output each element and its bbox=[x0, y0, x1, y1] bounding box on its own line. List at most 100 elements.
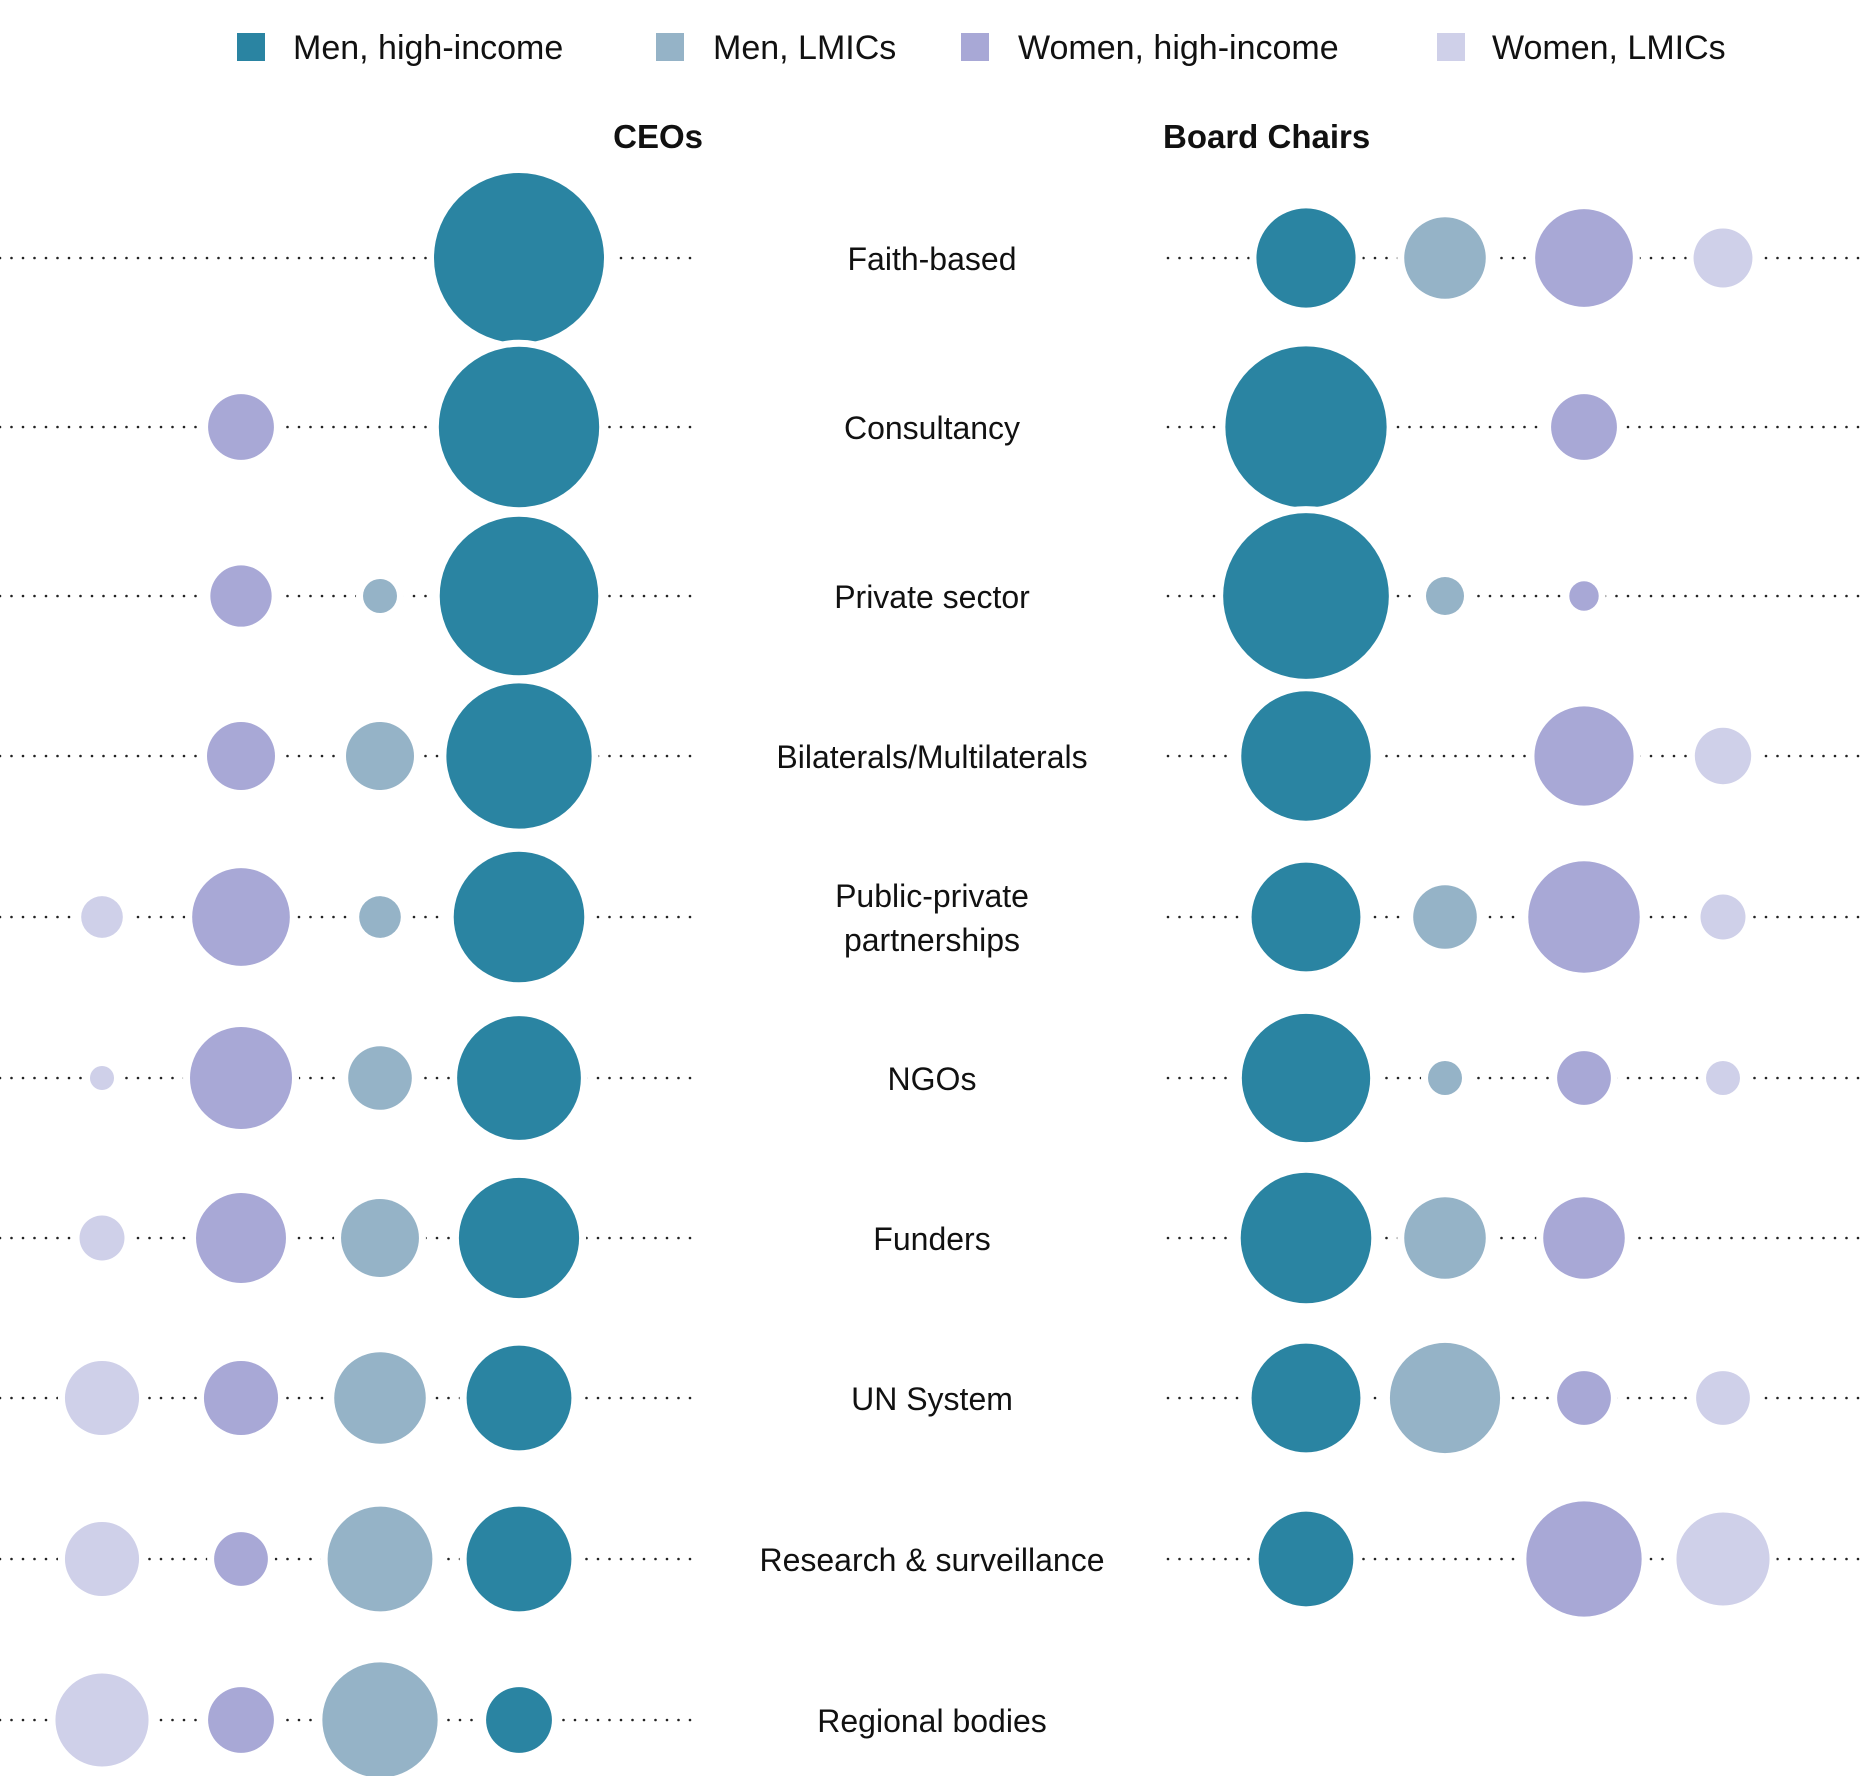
bubble bbox=[214, 1532, 268, 1586]
bubble bbox=[1256, 208, 1356, 308]
bubble bbox=[1557, 1051, 1611, 1105]
bubble bbox=[1551, 394, 1617, 460]
bubble bbox=[1241, 691, 1371, 821]
legend-item: Men, high-income bbox=[237, 29, 563, 67]
bubble bbox=[1389, 1342, 1501, 1454]
bubble bbox=[190, 1027, 292, 1129]
legend-label: Men, LMICs bbox=[713, 29, 896, 67]
legend-label: Men, high-income bbox=[293, 29, 563, 67]
bubble bbox=[89, 1065, 115, 1091]
bubble bbox=[453, 851, 585, 983]
category-label: Public-private bbox=[835, 878, 1029, 914]
bubble bbox=[208, 394, 274, 460]
bubble bbox=[192, 868, 290, 966]
bubble bbox=[486, 1687, 552, 1753]
category-row: Regional bodies bbox=[0, 1655, 1047, 1776]
bubble bbox=[446, 683, 592, 829]
bubble bbox=[1526, 1501, 1642, 1617]
bubble bbox=[64, 1360, 140, 1436]
bubble bbox=[1534, 706, 1634, 806]
category-row: Bilaterals/Multilaterals bbox=[0, 676, 1863, 836]
bubble bbox=[363, 579, 397, 613]
bubble bbox=[1223, 513, 1389, 679]
panel-title: Board Chairs bbox=[1163, 118, 1370, 155]
legend-label: Women, high-income bbox=[1018, 29, 1339, 67]
legend-label: Women, LMICs bbox=[1492, 29, 1726, 67]
category-label: Funders bbox=[873, 1221, 990, 1257]
bubble bbox=[457, 1016, 581, 1140]
bubble bbox=[1528, 861, 1640, 973]
bubble bbox=[439, 516, 599, 676]
category-label: Regional bodies bbox=[817, 1703, 1047, 1739]
category-row: Public-private partnerships bbox=[0, 844, 1863, 990]
bubble bbox=[466, 1345, 572, 1451]
bubble bbox=[1240, 1172, 1372, 1304]
bubble bbox=[466, 1506, 572, 1612]
category-row: NGOs bbox=[0, 1006, 1863, 1150]
bubble bbox=[1241, 1013, 1371, 1143]
legend-swatch bbox=[1437, 33, 1465, 61]
category-row: Research & surveillance bbox=[0, 1494, 1863, 1624]
bubble bbox=[1535, 209, 1633, 307]
legend-swatch bbox=[656, 33, 684, 61]
bubble bbox=[1425, 576, 1465, 616]
bubble bbox=[210, 565, 272, 627]
legend-item: Men, LMICs bbox=[656, 29, 896, 67]
category-label: UN System bbox=[851, 1381, 1013, 1417]
bubble bbox=[203, 1360, 279, 1436]
legend-item: Women, high-income bbox=[961, 29, 1339, 67]
bubble bbox=[359, 896, 401, 938]
category-label: Private sector bbox=[834, 579, 1030, 615]
category-row: Funders bbox=[0, 1165, 1863, 1311]
bubble bbox=[1225, 346, 1387, 508]
bubble bbox=[1557, 1371, 1611, 1425]
category-row: UN System bbox=[0, 1335, 1863, 1461]
bubble bbox=[64, 1521, 140, 1597]
bubble bbox=[1706, 1061, 1740, 1095]
bubble bbox=[207, 722, 275, 790]
bubble bbox=[348, 1046, 412, 1110]
legend-swatch bbox=[237, 33, 265, 61]
bubble bbox=[334, 1352, 426, 1444]
bubble bbox=[1251, 1343, 1361, 1453]
bubble bbox=[208, 1687, 274, 1753]
category-label: Bilaterals/Multilaterals bbox=[776, 739, 1087, 775]
bubble bbox=[1676, 1512, 1770, 1606]
legend-swatch bbox=[961, 33, 989, 61]
bubble bbox=[341, 1199, 419, 1277]
panel-title: CEOs bbox=[613, 118, 703, 155]
bubble bbox=[79, 1215, 125, 1261]
bubble bbox=[434, 173, 604, 343]
category-label: partnerships bbox=[844, 922, 1020, 958]
bubble bbox=[1251, 862, 1361, 972]
bubble bbox=[1413, 885, 1477, 949]
bubble bbox=[81, 896, 123, 938]
bubble bbox=[322, 1662, 438, 1776]
bubble bbox=[1694, 727, 1752, 785]
bubble bbox=[1700, 894, 1746, 940]
category-row: Faith-based bbox=[0, 166, 1863, 350]
bubble bbox=[1428, 1061, 1462, 1095]
legend: Men, high-income Men, LMICs Women, high-in… bbox=[237, 29, 1726, 67]
category-label: Research & surveillance bbox=[759, 1542, 1104, 1578]
legend-item: Women, LMICs bbox=[1437, 29, 1726, 67]
category-row: Consultancy bbox=[0, 339, 1863, 515]
bubble bbox=[346, 722, 414, 790]
bubble bbox=[458, 1177, 580, 1299]
bubble bbox=[55, 1673, 149, 1767]
bubble bbox=[196, 1193, 286, 1283]
bubble bbox=[1693, 228, 1753, 288]
bubble bbox=[1696, 1371, 1750, 1425]
category-label: NGOs bbox=[888, 1061, 977, 1097]
category-label: Faith-based bbox=[848, 241, 1017, 277]
bubble bbox=[327, 1506, 433, 1612]
bubble bbox=[1569, 581, 1599, 611]
category-row: Private sector bbox=[0, 506, 1863, 686]
bubble bbox=[1404, 1197, 1486, 1279]
bubble bbox=[1258, 1511, 1354, 1607]
category-label: Consultancy bbox=[844, 410, 1020, 446]
bubble bbox=[438, 346, 600, 508]
bubble bbox=[1404, 217, 1486, 299]
bubble bbox=[1543, 1197, 1625, 1279]
